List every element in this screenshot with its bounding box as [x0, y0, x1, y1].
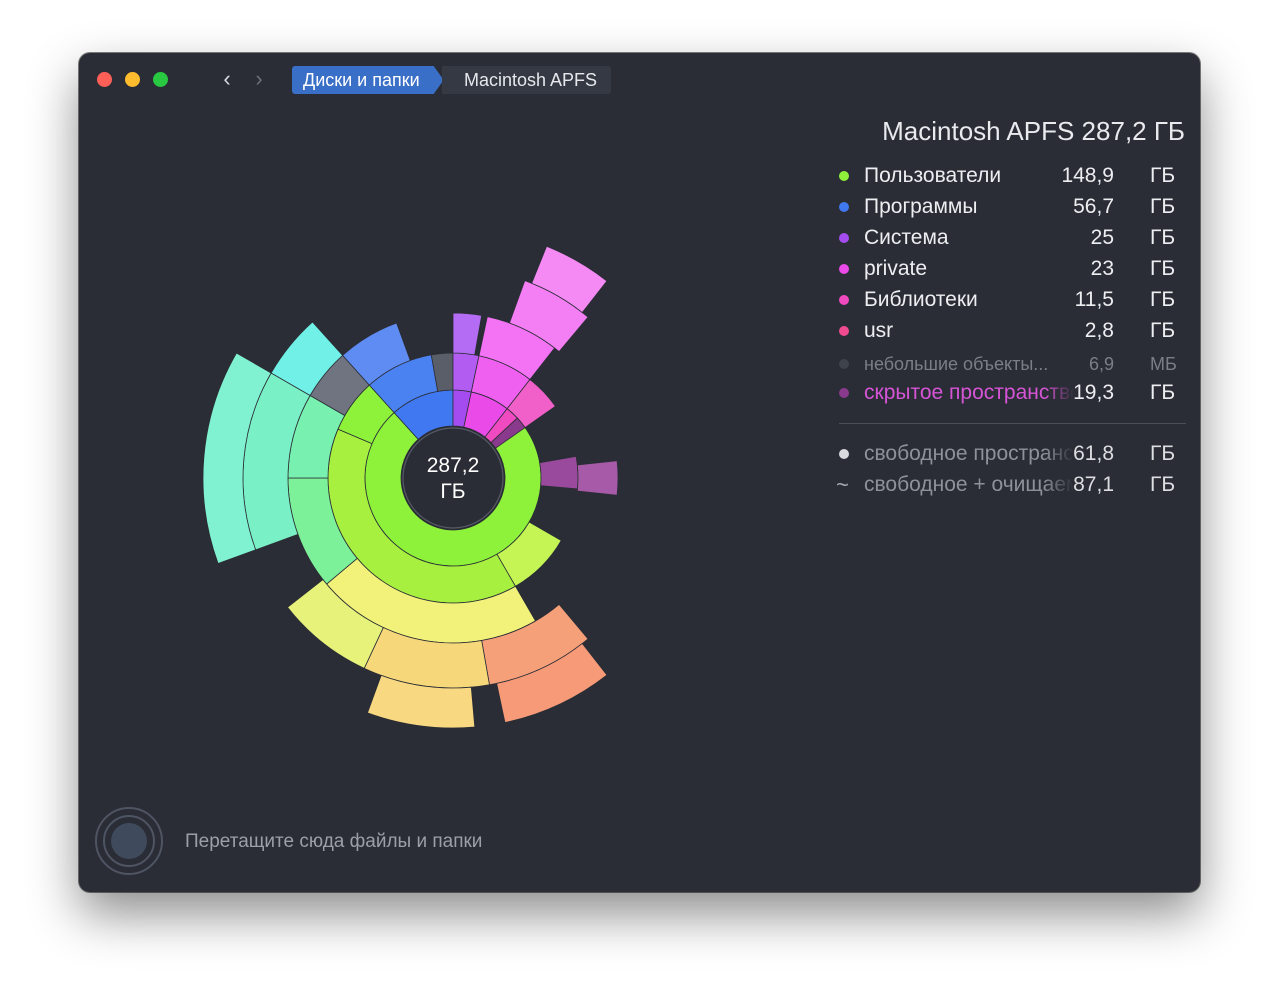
forward-chevron-icon[interactable]: › — [255, 66, 263, 91]
legend-dot — [839, 202, 849, 212]
app-window: ‹ › Диски и папки Macintosh APFS 287,2 Г… — [79, 53, 1200, 892]
segment-l5-c[interactable] — [531, 245, 608, 314]
segment-l5-d[interactable] — [366, 674, 476, 729]
legend-dot — [839, 388, 849, 398]
volume-title: Macintosh APFS 287,2 ГБ — [882, 116, 1185, 146]
legend-name: Система — [864, 226, 949, 249]
legend-value: 23 — [1090, 257, 1114, 280]
legend-dot — [839, 171, 849, 181]
center-total: 287,2 ГБ — [403, 453, 503, 505]
breadcrumb-disks-and-folders[interactable]: Диски и папки — [292, 66, 444, 94]
legend-name: свободное пространство — [864, 442, 1074, 465]
legend-value: 56,7 — [1073, 195, 1114, 218]
center-total-unit: ГБ — [440, 480, 466, 503]
legend-unit: ГБ — [1150, 164, 1176, 187]
legend-name: небольшие объекты... — [864, 354, 1049, 374]
legend-row-item[interactable]: Система 25 ГБ — [839, 224, 1186, 252]
legend-row-item[interactable]: private 23 ГБ — [839, 255, 1186, 283]
legend-dot — [839, 233, 849, 243]
legend-name: Программы — [864, 195, 978, 218]
drop-target-icon[interactable] — [95, 807, 163, 875]
legend-value: 25 — [1090, 226, 1114, 249]
legend-row-item[interactable]: usr 2,8 ГБ — [839, 317, 1186, 345]
legend-value: 148,9 — [1061, 164, 1114, 187]
legend-unit: ГБ — [1150, 226, 1176, 249]
sunburst-center[interactable] — [402, 427, 504, 529]
legend-unit: ГБ — [1150, 288, 1176, 311]
zoom-window-button[interactable] — [153, 72, 168, 87]
legend-unit: ГБ — [1150, 381, 1176, 404]
segment-l5-a[interactable] — [496, 642, 608, 724]
legend-value: 2,8 — [1084, 319, 1114, 342]
legend-dot — [839, 359, 849, 369]
legend-dot — [839, 295, 849, 305]
segment-libraries-sub[interactable] — [506, 378, 556, 429]
legend-unit: ГБ — [1150, 257, 1176, 280]
legend-name: private — [864, 257, 928, 280]
back-chevron-icon[interactable]: ‹ — [223, 66, 231, 91]
segment-l4-e[interactable] — [270, 321, 344, 397]
minimize-window-button[interactable] — [125, 72, 140, 87]
legend-name: скрытое пространство — [864, 381, 1074, 404]
tilde-icon: ~ — [836, 472, 849, 497]
legend-value: 6,9 — [1088, 354, 1114, 374]
segment-l3-f[interactable] — [452, 312, 483, 356]
center-total-value: 287,2 — [426, 454, 480, 477]
legend-unit: ГБ — [1150, 473, 1176, 496]
legend-dot — [839, 326, 849, 336]
legend-value: 11,5 — [1074, 288, 1114, 311]
legend-row-hidden-space[interactable]: скрытое пространство 19,3 ГБ — [839, 379, 1186, 407]
legend-name: свободное + очищаемое — [864, 473, 1074, 496]
segment-l3-h[interactable] — [576, 460, 619, 496]
segment-l4-c[interactable] — [286, 579, 384, 669]
legend-row-item[interactable]: Библиотеки 11,5 ГБ — [839, 286, 1186, 314]
segment-l5-b[interactable] — [202, 352, 272, 565]
legend-divider — [839, 423, 1186, 424]
legend-row-free-space[interactable]: свободное пространство 61,8 ГБ — [839, 440, 1186, 468]
legend-value: 19,3 — [1073, 381, 1114, 404]
legend-row-item[interactable]: Пользователи 148,9 ГБ — [839, 162, 1186, 190]
legend-value: 87,1 — [1073, 473, 1114, 496]
legend-row-small-objects[interactable]: небольшие объекты... 6,9 МБ — [839, 350, 1186, 378]
legend-unit: ГБ — [1150, 195, 1176, 218]
legend-row-free-purgeable[interactable]: ~ свободное + очищаемое 87,1 ГБ — [836, 471, 1186, 499]
close-window-button[interactable] — [97, 72, 112, 87]
legend-name: Библиотеки — [864, 288, 978, 311]
legend-unit: ГБ — [1150, 319, 1176, 342]
legend-dot — [839, 449, 849, 459]
drop-hint-text: Перетащите сюда файлы и папки — [185, 831, 483, 852]
legend-unit: ГБ — [1150, 442, 1176, 465]
legend-row-item[interactable]: Программы 56,7 ГБ — [839, 193, 1186, 221]
segment-l3-e[interactable] — [342, 322, 411, 386]
sunburst-chart[interactable] — [79, 53, 1200, 892]
legend-dot — [839, 264, 849, 274]
legend-value: 61,8 — [1073, 442, 1114, 465]
breadcrumb-current-volume[interactable]: Macintosh APFS — [442, 66, 612, 94]
legend-name: usr — [864, 319, 894, 342]
legend-unit: МБ — [1150, 354, 1177, 374]
segment-hidden-sub[interactable] — [539, 455, 579, 490]
legend-name: Пользователи — [864, 164, 1002, 187]
